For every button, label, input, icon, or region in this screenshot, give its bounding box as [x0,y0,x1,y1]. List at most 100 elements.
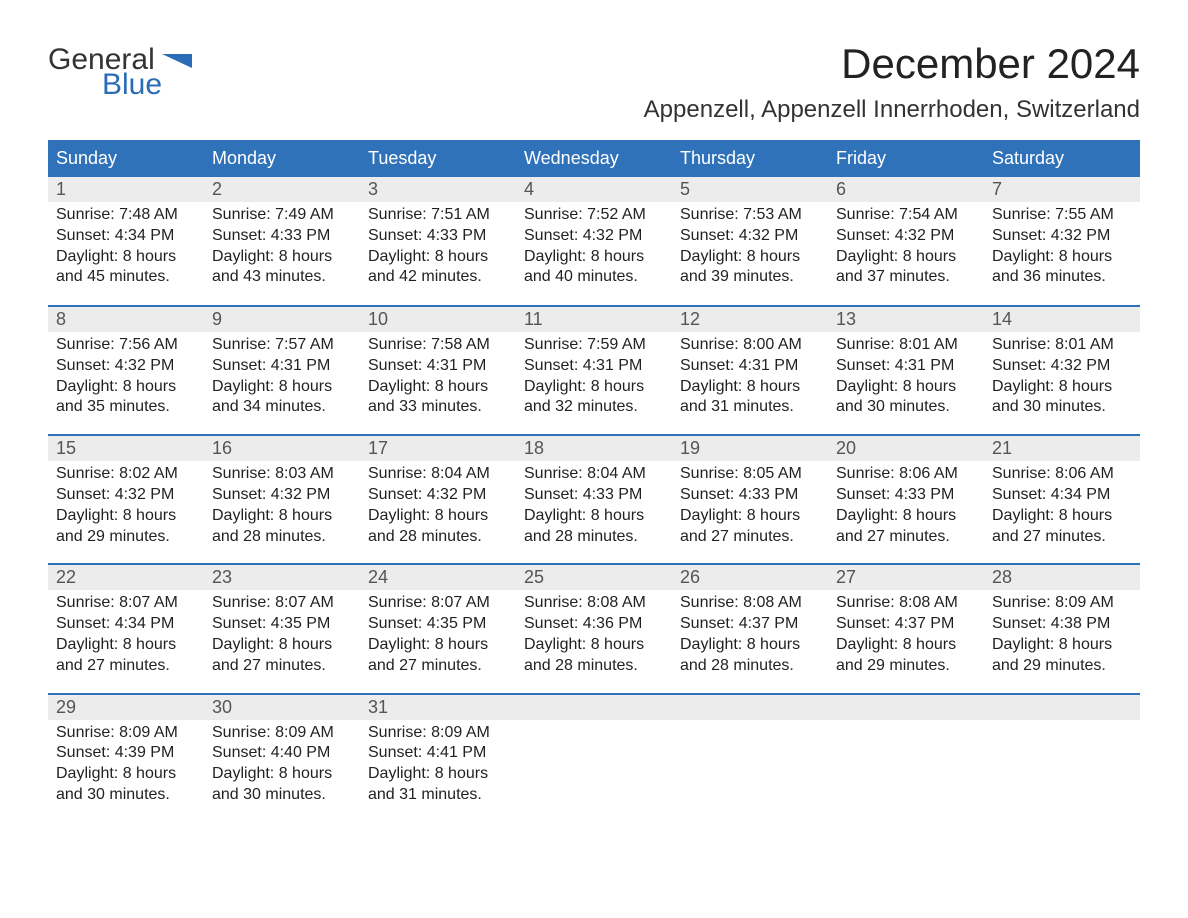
day-dl2: and 37 minutes. [836,267,976,288]
day-ss: Sunset: 4:31 PM [368,356,508,377]
day-details: Sunrise: 7:49 AMSunset: 4:33 PMDaylight:… [204,202,360,304]
day-dl2: and 34 minutes. [212,397,352,418]
day-ss: Sunset: 4:34 PM [56,614,196,635]
day-cell: 4Sunrise: 7:52 AMSunset: 4:32 PMDaylight… [516,177,672,305]
day-ss: Sunset: 4:39 PM [56,743,196,764]
day-dl1: Daylight: 8 hours [212,377,352,398]
day-dl2: and 30 minutes. [56,785,196,806]
day-number: 5 [672,177,828,202]
day-cell: 6Sunrise: 7:54 AMSunset: 4:32 PMDaylight… [828,177,984,305]
day-dl2: and 30 minutes. [992,397,1132,418]
day-dl1: Daylight: 8 hours [680,377,820,398]
day-details: Sunrise: 8:08 AMSunset: 4:37 PMDaylight:… [672,590,828,692]
day-sr: Sunrise: 8:06 AM [836,464,976,485]
day-dl1: Daylight: 8 hours [212,247,352,268]
day-dl2: and 29 minutes. [992,656,1132,677]
day-ss: Sunset: 4:32 PM [368,485,508,506]
day-cell: 18Sunrise: 8:04 AMSunset: 4:33 PMDayligh… [516,436,672,563]
day-dl1: Daylight: 8 hours [56,506,196,527]
day-dl1: Daylight: 8 hours [680,635,820,656]
day-ss: Sunset: 4:32 PM [992,226,1132,247]
day-cell: 21Sunrise: 8:06 AMSunset: 4:34 PMDayligh… [984,436,1140,563]
day-details: Sunrise: 8:01 AMSunset: 4:31 PMDaylight:… [828,332,984,434]
week-row: 29Sunrise: 8:09 AMSunset: 4:39 PMDayligh… [48,693,1140,822]
day-ss: Sunset: 4:33 PM [836,485,976,506]
day-ss: Sunset: 4:34 PM [992,485,1132,506]
day-cell [516,695,672,822]
day-details: Sunrise: 8:09 AMSunset: 4:40 PMDaylight:… [204,720,360,822]
calendar-table: SundayMondayTuesdayWednesdayThursdayFrid… [48,140,1140,822]
day-dl2: and 45 minutes. [56,267,196,288]
day-sr: Sunrise: 7:54 AM [836,205,976,226]
weekday-header-cell: Monday [204,140,360,177]
day-sr: Sunrise: 8:09 AM [992,593,1132,614]
day-details: Sunrise: 8:04 AMSunset: 4:32 PMDaylight:… [360,461,516,563]
day-dl2: and 27 minutes. [368,656,508,677]
day-sr: Sunrise: 8:04 AM [368,464,508,485]
day-details: Sunrise: 7:51 AMSunset: 4:33 PMDaylight:… [360,202,516,304]
day-cell: 19Sunrise: 8:05 AMSunset: 4:33 PMDayligh… [672,436,828,563]
day-ss: Sunset: 4:31 PM [836,356,976,377]
day-ss: Sunset: 4:37 PM [680,614,820,635]
day-cell: 3Sunrise: 7:51 AMSunset: 4:33 PMDaylight… [360,177,516,305]
day-cell: 7Sunrise: 7:55 AMSunset: 4:32 PMDaylight… [984,177,1140,305]
weekday-header-cell: Thursday [672,140,828,177]
day-details: Sunrise: 8:02 AMSunset: 4:32 PMDaylight:… [48,461,204,563]
day-sr: Sunrise: 7:58 AM [368,335,508,356]
day-dl1: Daylight: 8 hours [212,635,352,656]
day-number: 9 [204,307,360,332]
day-details: Sunrise: 7:52 AMSunset: 4:32 PMDaylight:… [516,202,672,304]
day-ss: Sunset: 4:31 PM [680,356,820,377]
day-dl2: and 31 minutes. [368,785,508,806]
day-cell [984,695,1140,822]
day-cell: 2Sunrise: 7:49 AMSunset: 4:33 PMDaylight… [204,177,360,305]
day-number: 19 [672,436,828,461]
day-number: 15 [48,436,204,461]
day-dl1: Daylight: 8 hours [56,247,196,268]
day-dl1: Daylight: 8 hours [368,377,508,398]
day-dl2: and 42 minutes. [368,267,508,288]
day-sr: Sunrise: 8:08 AM [836,593,976,614]
day-cell: 8Sunrise: 7:56 AMSunset: 4:32 PMDaylight… [48,307,204,434]
day-ss: Sunset: 4:33 PM [212,226,352,247]
day-ss: Sunset: 4:33 PM [368,226,508,247]
day-dl1: Daylight: 8 hours [56,377,196,398]
day-dl1: Daylight: 8 hours [56,764,196,785]
day-dl1: Daylight: 8 hours [680,247,820,268]
day-number: 4 [516,177,672,202]
logo-text-blue: Blue [102,71,162,100]
day-details: Sunrise: 8:07 AMSunset: 4:34 PMDaylight:… [48,590,204,692]
day-ss: Sunset: 4:31 PM [524,356,664,377]
day-details: Sunrise: 8:09 AMSunset: 4:39 PMDaylight:… [48,720,204,822]
day-cell [828,695,984,822]
day-number: 28 [984,565,1140,590]
day-dl1: Daylight: 8 hours [836,506,976,527]
day-dl2: and 27 minutes. [992,527,1132,548]
day-ss: Sunset: 4:41 PM [368,743,508,764]
day-number: 29 [48,695,204,720]
week-row: 1Sunrise: 7:48 AMSunset: 4:34 PMDaylight… [48,177,1140,305]
week-row: 22Sunrise: 8:07 AMSunset: 4:34 PMDayligh… [48,563,1140,692]
logo: General Blue [48,46,192,99]
day-details: Sunrise: 8:08 AMSunset: 4:37 PMDaylight:… [828,590,984,692]
day-sr: Sunrise: 8:01 AM [836,335,976,356]
day-dl2: and 29 minutes. [56,527,196,548]
day-dl2: and 43 minutes. [212,267,352,288]
day-details: Sunrise: 7:58 AMSunset: 4:31 PMDaylight:… [360,332,516,434]
day-cell: 5Sunrise: 7:53 AMSunset: 4:32 PMDaylight… [672,177,828,305]
week-row: 8Sunrise: 7:56 AMSunset: 4:32 PMDaylight… [48,305,1140,434]
day-ss: Sunset: 4:32 PM [212,485,352,506]
day-cell: 26Sunrise: 8:08 AMSunset: 4:37 PMDayligh… [672,565,828,692]
weekday-header-cell: Friday [828,140,984,177]
day-details: Sunrise: 8:01 AMSunset: 4:32 PMDaylight:… [984,332,1140,434]
day-number: 27 [828,565,984,590]
day-dl1: Daylight: 8 hours [680,506,820,527]
day-number: 20 [828,436,984,461]
day-sr: Sunrise: 8:07 AM [56,593,196,614]
day-sr: Sunrise: 8:01 AM [992,335,1132,356]
day-sr: Sunrise: 7:55 AM [992,205,1132,226]
day-dl1: Daylight: 8 hours [212,764,352,785]
day-details: Sunrise: 8:06 AMSunset: 4:33 PMDaylight:… [828,461,984,563]
day-sr: Sunrise: 8:07 AM [368,593,508,614]
day-dl2: and 27 minutes. [680,527,820,548]
